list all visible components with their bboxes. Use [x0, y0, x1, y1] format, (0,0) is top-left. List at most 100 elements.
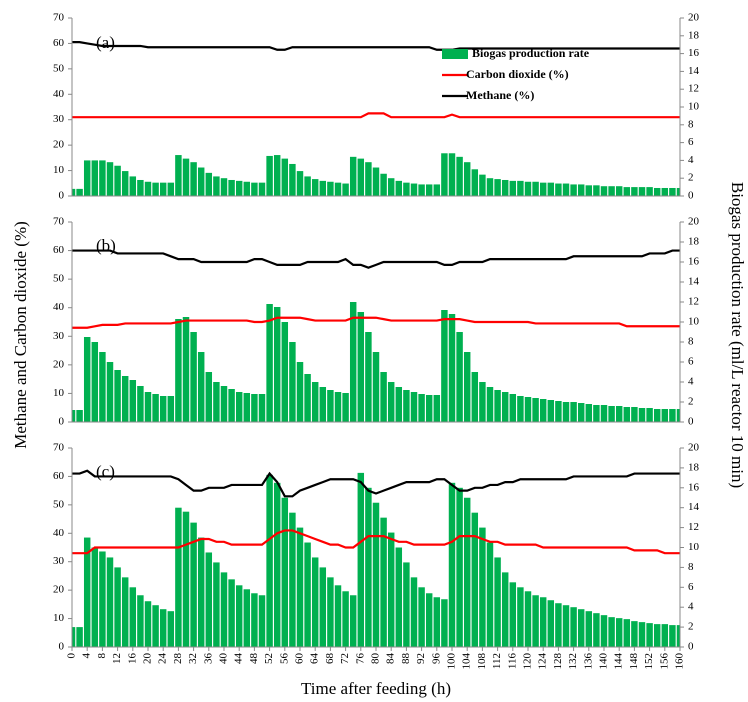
y2-tick-label: 4 [688, 154, 694, 166]
bar [479, 527, 486, 647]
bar [296, 171, 304, 196]
bar [494, 557, 501, 647]
line [72, 529, 680, 555]
y2-tick-label: 6 [688, 356, 694, 368]
bar [152, 605, 159, 647]
bar [524, 591, 532, 647]
bar [99, 160, 106, 196]
y2-tick-label: 0 [688, 641, 694, 653]
bar [387, 382, 395, 422]
bar [532, 398, 539, 422]
bar [441, 310, 448, 422]
bar [410, 392, 418, 422]
bar [425, 395, 433, 422]
x-tick-label: 4 [81, 653, 93, 659]
bar [380, 517, 387, 647]
bar [653, 624, 661, 647]
y2-tick-label: 18 [688, 461, 700, 473]
y2-tick-label: 18 [688, 236, 700, 248]
bar [289, 342, 296, 422]
bar [638, 622, 646, 647]
bar [555, 603, 562, 647]
x-tick-label: 84 [385, 653, 397, 665]
bar [418, 184, 425, 196]
bar [547, 600, 555, 647]
bar [372, 167, 380, 196]
bar [327, 577, 334, 647]
bar [410, 183, 418, 196]
bar [91, 160, 99, 196]
bar [266, 304, 273, 422]
bar [167, 611, 175, 647]
x-tick-label: 140 [598, 653, 610, 670]
y2-tick-label: 8 [688, 336, 694, 348]
bar [197, 537, 205, 647]
bar [334, 182, 342, 196]
bar [273, 155, 281, 196]
bar [159, 396, 167, 422]
bar [661, 624, 669, 647]
bar [608, 186, 615, 196]
x-tick-label: 124 [537, 653, 549, 670]
bar [106, 162, 114, 196]
bar [463, 352, 471, 422]
line [72, 249, 680, 269]
bar [281, 322, 289, 422]
bar [448, 482, 456, 647]
bar [304, 542, 311, 647]
bar [463, 162, 471, 196]
bar [418, 587, 425, 647]
bar [479, 174, 486, 196]
y-tick-label: 50 [53, 498, 65, 510]
line [72, 41, 680, 51]
y2-tick-label: 20 [688, 12, 700, 24]
bar [349, 156, 357, 196]
bar [433, 597, 441, 647]
bar [486, 178, 494, 196]
y2-tick-label: 16 [688, 256, 700, 268]
y-tick-label: 50 [53, 273, 65, 285]
x-tick-label: 92 [415, 653, 427, 664]
bar [593, 405, 600, 422]
legend-swatch [442, 49, 468, 59]
bar [175, 507, 182, 647]
x-tick-label: 132 [567, 653, 579, 670]
bar [365, 332, 372, 422]
x-tick-label: 20 [142, 653, 154, 665]
x-tick-label: 32 [187, 653, 199, 664]
bar [562, 183, 570, 196]
bar [395, 387, 403, 422]
y2-tick-label: 2 [688, 621, 694, 633]
bar [403, 562, 410, 647]
bar [395, 180, 403, 196]
bar [555, 183, 562, 196]
y2-tick-label: 2 [688, 172, 694, 184]
y2-tick-label: 12 [688, 521, 699, 533]
bar [182, 317, 190, 422]
bar [600, 615, 608, 647]
bar [342, 183, 349, 196]
bar [669, 187, 676, 196]
bar [99, 352, 106, 422]
bar [524, 397, 532, 422]
y-tick-label: 40 [53, 88, 65, 100]
bar [646, 408, 653, 422]
bar [365, 487, 372, 647]
bar [266, 474, 273, 647]
y-tick-label: 40 [53, 301, 65, 313]
y-tick-label: 30 [53, 555, 65, 567]
y-tick-label: 70 [53, 12, 65, 24]
bar [349, 302, 357, 422]
bar [638, 408, 646, 422]
bar [410, 577, 418, 647]
bar [623, 407, 631, 422]
x-tick-label: 148 [628, 653, 640, 670]
bar [266, 155, 273, 196]
bar [258, 182, 266, 196]
x-tick-label: 156 [658, 653, 670, 670]
y-tick-label: 70 [53, 216, 65, 228]
y2-tick-label: 20 [688, 442, 700, 454]
bar [661, 187, 669, 196]
bar [144, 601, 152, 647]
